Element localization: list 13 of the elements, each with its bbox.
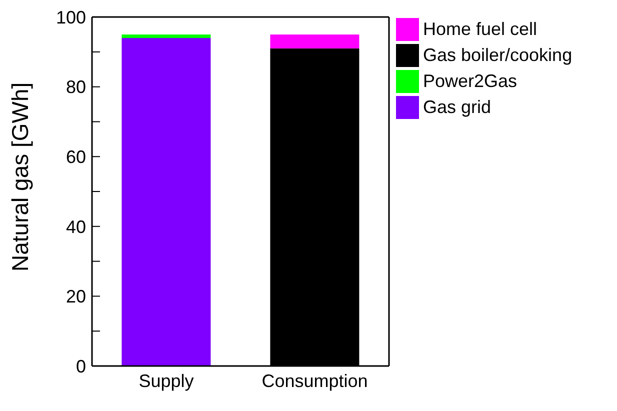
legend-label: Gas boiler/cooking	[423, 44, 572, 66]
y-tick-label: 60	[66, 146, 86, 167]
y-tick-label: 20	[66, 286, 86, 307]
y-axis-title: Natural gas [GWh]	[7, 82, 34, 272]
legend-label: Home fuel cell	[423, 18, 538, 40]
legend-label: Power2Gas	[423, 70, 518, 92]
x-tick-label: Supply	[138, 370, 194, 391]
y-tick-label: 100	[56, 7, 86, 28]
legend-label: Gas grid	[423, 96, 492, 118]
x-tick-label: Consumption	[262, 370, 368, 391]
y-tick-label: 80	[66, 77, 86, 98]
y-tick-label: 40	[66, 216, 86, 237]
y-tick-label: 0	[76, 356, 86, 376]
